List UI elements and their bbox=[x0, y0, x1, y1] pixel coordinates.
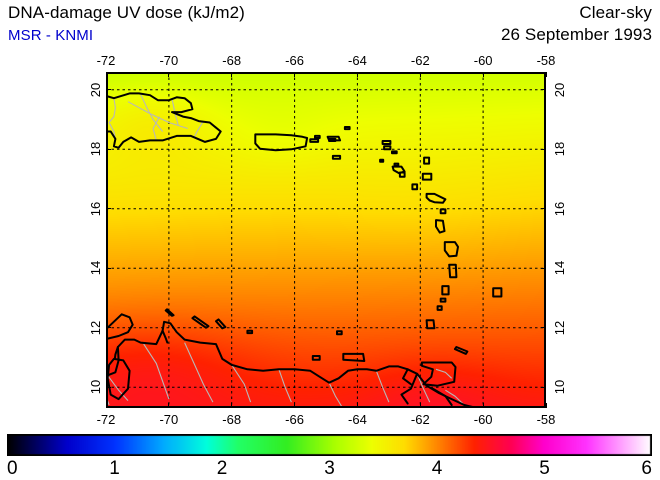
xtick-label-top: -58 bbox=[536, 53, 556, 68]
tick-right bbox=[541, 267, 546, 269]
colorbar-tick-label: 6 bbox=[641, 458, 652, 479]
colorbar-tick-label: 3 bbox=[324, 458, 335, 479]
xtick-label-bottom: -60 bbox=[473, 412, 493, 427]
tick-right bbox=[541, 386, 546, 388]
ytick-label-left: 12 bbox=[88, 320, 103, 335]
xtick-label-top: -72 bbox=[96, 53, 116, 68]
page-title: DNA-damage UV dose (kJ/m2) bbox=[8, 3, 245, 22]
xtick-label-top: -62 bbox=[410, 53, 430, 68]
tick-left bbox=[106, 208, 111, 210]
tick-bottom bbox=[356, 403, 358, 408]
xtick-label-bottom: -58 bbox=[536, 412, 556, 427]
tick-top bbox=[168, 72, 170, 77]
xtick-label-bottom: -66 bbox=[285, 412, 304, 427]
tick-bottom bbox=[294, 403, 296, 408]
tick-right bbox=[541, 327, 546, 329]
tick-left bbox=[106, 267, 111, 269]
colorbar-tick-label: 5 bbox=[539, 458, 550, 479]
tick-left bbox=[106, 148, 111, 150]
sky-condition-label: Clear-sky bbox=[579, 3, 652, 22]
tick-bottom bbox=[545, 403, 547, 408]
colorbar-tick-label: 1 bbox=[109, 458, 120, 479]
ytick-label-right: 20 bbox=[552, 82, 567, 98]
tick-right bbox=[541, 89, 546, 91]
xtick-label-bottom: -68 bbox=[222, 412, 242, 427]
colorbar-tick-label: 4 bbox=[431, 458, 443, 479]
tick-bottom bbox=[419, 403, 421, 408]
xtick-label-top: -70 bbox=[159, 53, 179, 68]
ytick-label-left: 14 bbox=[88, 261, 103, 276]
colorbar-tick-label: 2 bbox=[216, 458, 228, 479]
ytick-label-right: 12 bbox=[552, 320, 567, 335]
tick-bottom bbox=[482, 403, 484, 408]
xtick-label-bottom: -62 bbox=[410, 412, 430, 427]
tick-top bbox=[356, 72, 358, 77]
tick-left bbox=[106, 386, 111, 388]
ytick-label-left: 20 bbox=[88, 82, 103, 98]
xtick-label-top: -60 bbox=[473, 53, 493, 68]
ytick-label-right: 16 bbox=[552, 201, 567, 216]
map-plot-area bbox=[106, 72, 546, 408]
tick-bottom bbox=[168, 403, 170, 408]
institute-label: MSR - KNMI bbox=[8, 27, 94, 44]
ytick-label-left: 18 bbox=[88, 142, 103, 157]
ytick-label-right: 18 bbox=[552, 142, 567, 157]
date-label: 26 September 1993 bbox=[500, 25, 652, 44]
ytick-label-right: 10 bbox=[552, 379, 567, 395]
tick-left bbox=[106, 327, 111, 329]
tick-bottom bbox=[105, 403, 107, 408]
colorbar bbox=[7, 434, 652, 456]
ytick-label-left: 16 bbox=[88, 201, 103, 216]
tick-left bbox=[106, 89, 111, 91]
tick-top bbox=[105, 72, 107, 77]
tick-bottom bbox=[231, 403, 233, 408]
xtick-label-top: -64 bbox=[348, 53, 367, 68]
tick-right bbox=[541, 148, 546, 150]
tick-top bbox=[545, 72, 547, 77]
plot-frame bbox=[106, 72, 546, 408]
xtick-label-bottom: -64 bbox=[348, 412, 367, 427]
xtick-label-bottom: -70 bbox=[159, 412, 179, 427]
tick-top bbox=[482, 72, 484, 77]
colorbar-tick-label: 0 bbox=[7, 458, 18, 479]
tick-top bbox=[231, 72, 233, 77]
xtick-label-top: -66 bbox=[285, 53, 304, 68]
xtick-label-top: -68 bbox=[222, 53, 242, 68]
ytick-label-right: 14 bbox=[552, 261, 567, 276]
ytick-label-left: 10 bbox=[88, 379, 103, 395]
tick-top bbox=[419, 72, 421, 77]
xtick-label-bottom: -72 bbox=[96, 412, 116, 427]
tick-right bbox=[541, 208, 546, 210]
tick-top bbox=[294, 72, 296, 77]
